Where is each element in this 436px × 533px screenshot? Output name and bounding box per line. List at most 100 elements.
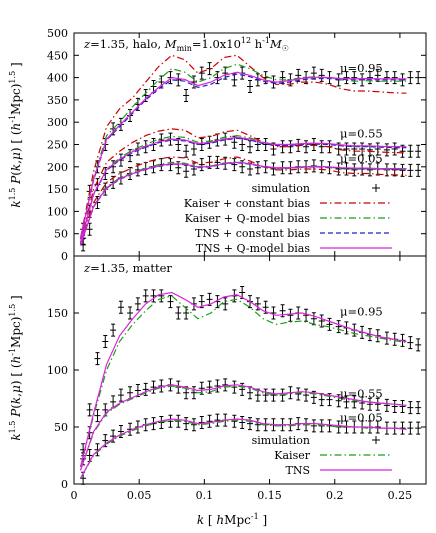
data-point (383, 398, 390, 412)
data-point (326, 393, 333, 407)
data-point (366, 143, 373, 157)
data-point (366, 71, 373, 85)
data-point (343, 71, 350, 85)
data-point (359, 396, 366, 410)
data-point (239, 285, 246, 299)
y-tick-label: 250 (47, 139, 68, 152)
data-point (231, 380, 238, 394)
legend-label: simulation (252, 182, 310, 195)
data-point (239, 160, 246, 174)
data-point (310, 390, 317, 404)
data-point (335, 320, 342, 334)
x-tick-label: 0.2 (326, 489, 344, 502)
data-point (343, 420, 350, 434)
data-point (247, 386, 253, 400)
data-point (247, 140, 253, 154)
data-point (366, 163, 373, 177)
data-point (94, 178, 101, 192)
y-tick-label: 50 (54, 421, 68, 434)
data-point (190, 75, 197, 89)
data-point (287, 308, 294, 322)
bottom-panel-annotation: z=1.35, matter (83, 261, 172, 275)
data-point (80, 238, 87, 252)
data-point (303, 308, 310, 322)
data-point (158, 289, 165, 303)
bottom-panel: 0 50 100 150 0 0.05 0.1 0.15 0.2 0.25 μ=0.95 μ=0.55… (47, 255, 427, 502)
data-point (198, 158, 205, 172)
data-point (158, 75, 165, 89)
data-point (117, 388, 124, 402)
legend-marker (372, 436, 380, 444)
data-point (295, 387, 302, 401)
data-point (190, 418, 197, 432)
series-line (79, 54, 407, 239)
data-point (303, 140, 310, 154)
x-tick-label: 0.25 (388, 489, 413, 502)
data-point (374, 420, 381, 434)
data-point (117, 300, 124, 314)
data-point (415, 338, 422, 352)
data-point (343, 395, 350, 409)
data-point (110, 175, 117, 189)
data-point (310, 312, 317, 326)
y-tick-label: 450 (47, 49, 68, 62)
data-point (383, 143, 390, 157)
data-point (415, 144, 422, 158)
data-point (167, 414, 174, 428)
data-point (183, 386, 190, 400)
y-tick-label: 50 (54, 228, 68, 241)
data-point (262, 388, 269, 402)
series-line (79, 156, 407, 245)
y-tick-label: 0 (61, 478, 68, 491)
data-point (102, 335, 109, 348)
data-point (231, 73, 238, 87)
legend-label: Kaiser + constant bias (184, 197, 311, 210)
mu-label: μ=0.95 (340, 304, 383, 318)
data-point (134, 384, 141, 398)
data-point (167, 295, 174, 309)
data-point (206, 380, 213, 394)
bottom-y-axis-label: k1.5 P(k,μ) [ (h-1Mpc)1.5 ] (8, 295, 23, 440)
data-point (190, 386, 197, 400)
series-line (79, 385, 407, 471)
data-point (415, 71, 422, 85)
data-point (351, 142, 358, 156)
data-point (198, 381, 205, 395)
data-point (142, 88, 149, 102)
data-point (391, 142, 398, 156)
data-point (310, 66, 317, 80)
data-point (270, 388, 277, 402)
data-point (214, 155, 221, 169)
data-point (335, 142, 342, 156)
legend-label: Kaiser + Q-model bias (185, 212, 311, 225)
data-point (158, 133, 165, 147)
data-point (374, 397, 381, 411)
data-point (351, 163, 358, 177)
data-point (127, 386, 134, 400)
data-point (351, 395, 358, 409)
data-point (351, 71, 358, 85)
data-point (222, 66, 229, 80)
legend-label: simulation (252, 434, 310, 447)
series-line (79, 63, 407, 240)
y-tick-label: 100 (47, 364, 68, 377)
data-point (214, 413, 221, 427)
data-point (80, 452, 87, 466)
data-point (175, 138, 182, 151)
data-point (407, 336, 414, 350)
mu-label: μ=0.55 (340, 126, 383, 140)
data-point (134, 163, 141, 177)
data-point (222, 378, 229, 392)
data-point (391, 71, 398, 85)
x-tick-label: 0.05 (127, 489, 152, 502)
data-point (231, 289, 238, 303)
data-point (214, 133, 221, 147)
data-point (343, 142, 350, 156)
data-point (94, 352, 101, 366)
data-point (167, 71, 174, 85)
series-line (79, 418, 407, 479)
legend-label: TNS + constant bias (195, 227, 310, 240)
top-y-axis-label: k1.5 P(k,μ) [ (h-1Mpc)1.5 ] (8, 62, 23, 207)
data-point (214, 295, 221, 309)
